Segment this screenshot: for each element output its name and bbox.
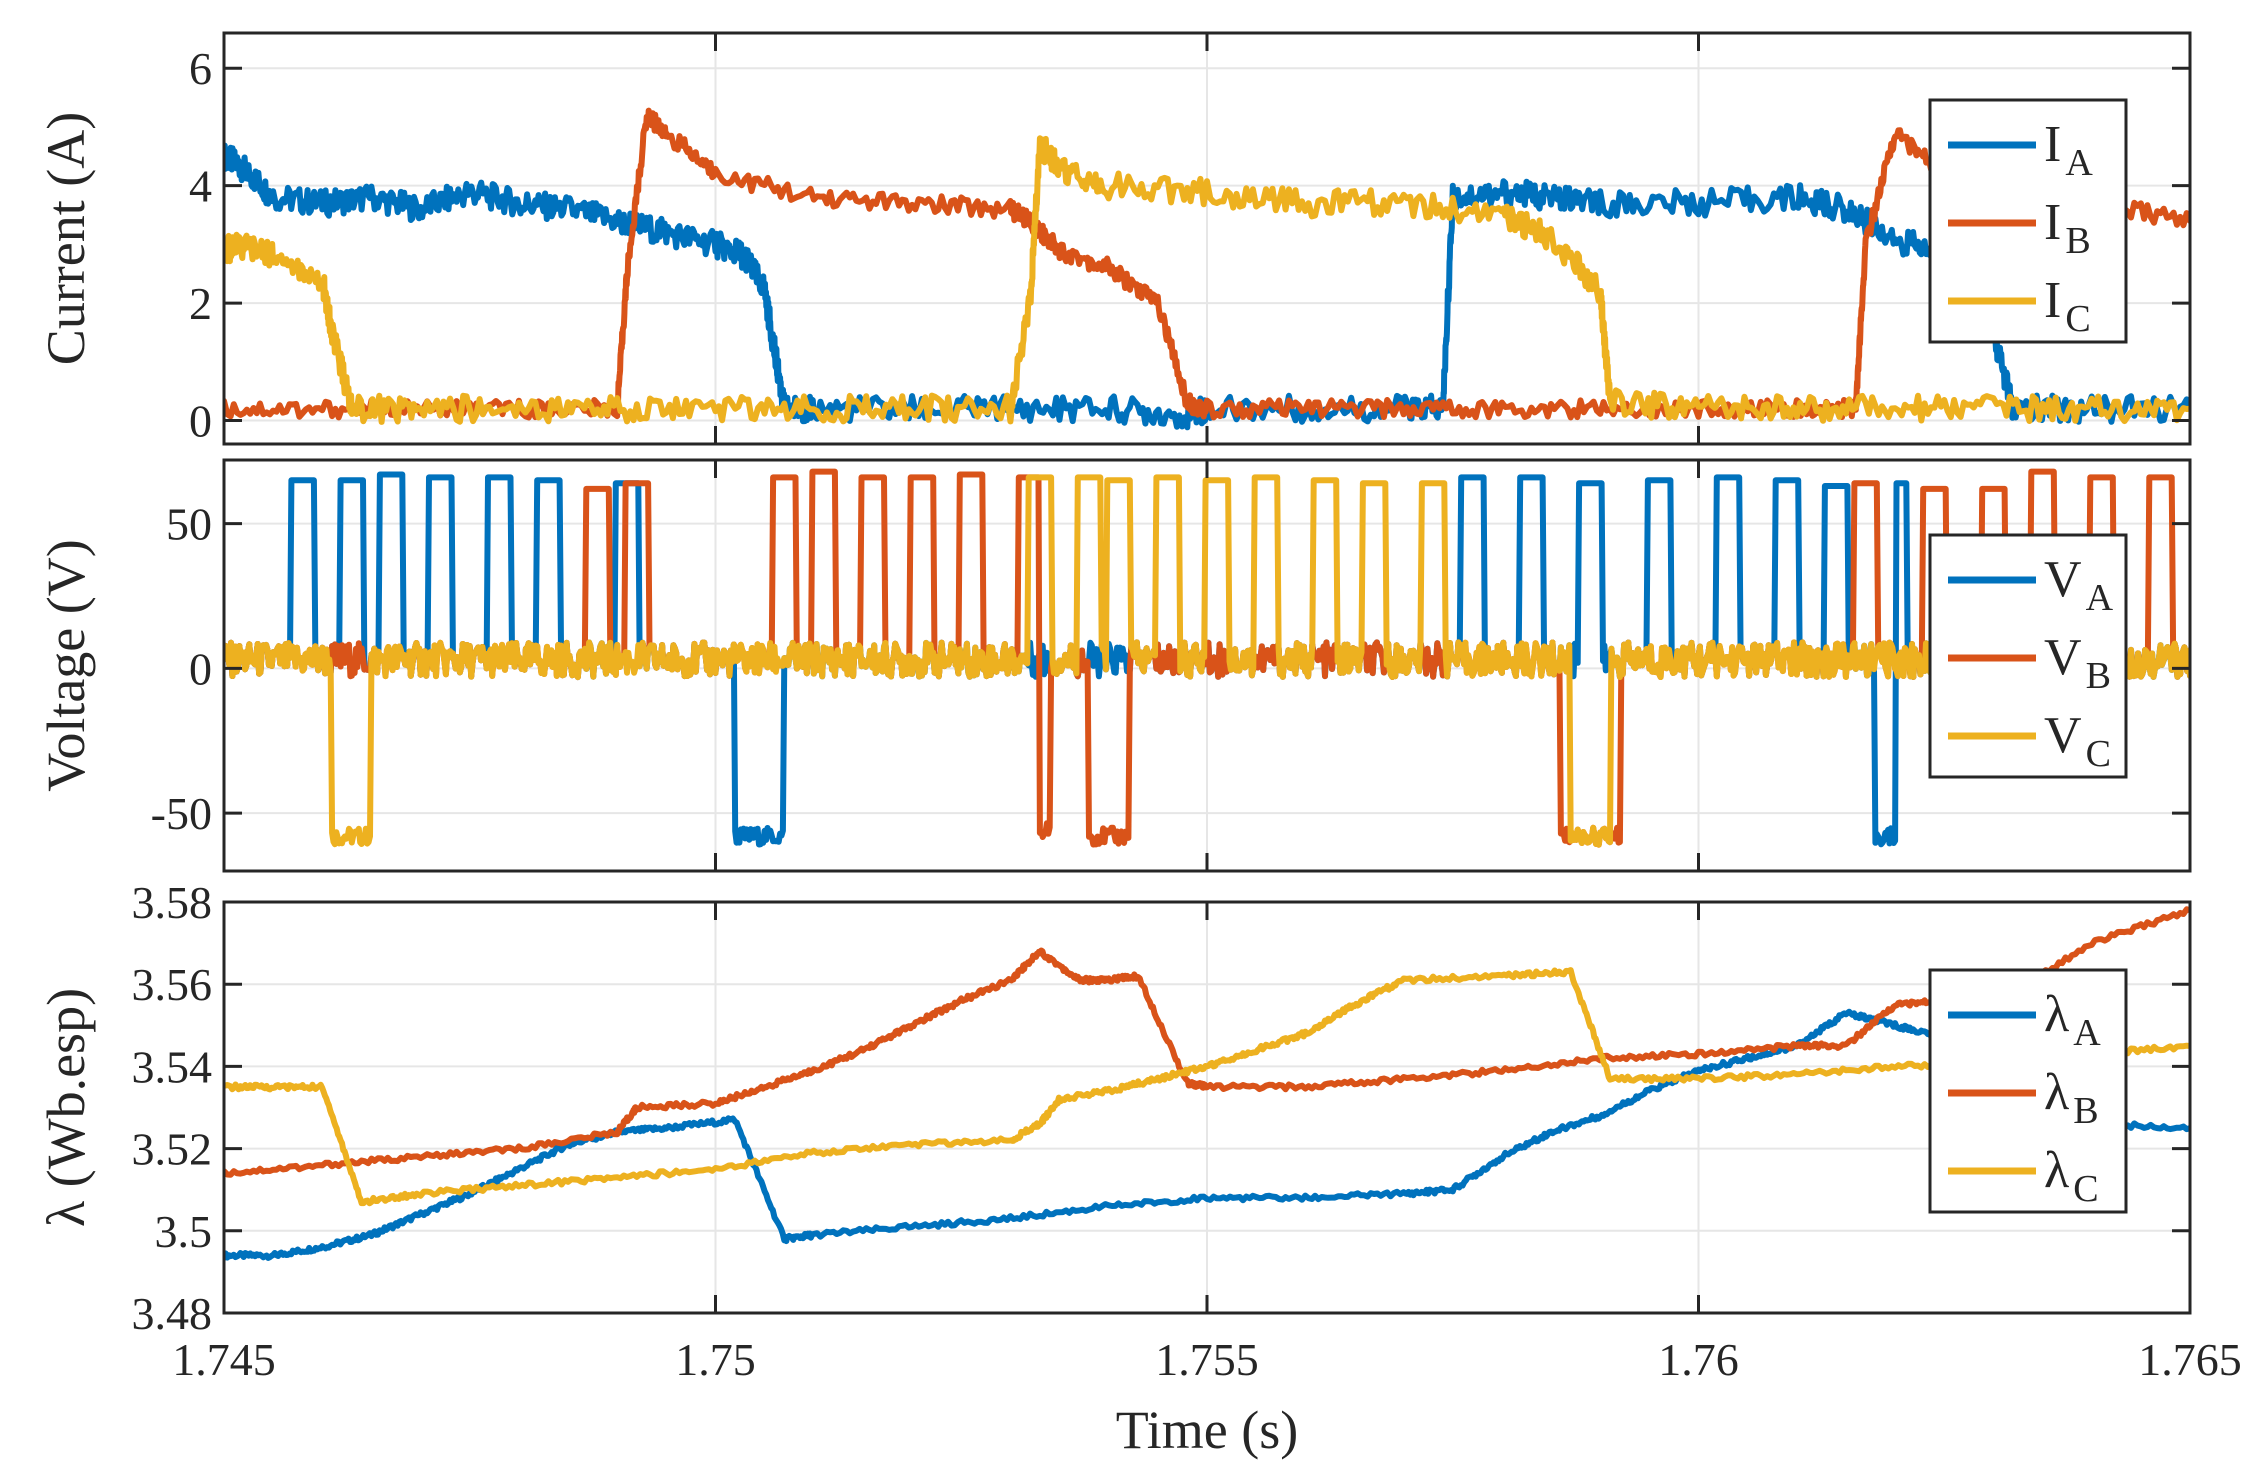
series-current-A [224,142,2190,431]
y-axis-label: Current (A) [36,112,96,365]
ytick-label: 50 [166,499,212,550]
series-current-C [224,135,2190,425]
ytick-label: 6 [189,43,212,94]
ytick-label: 4 [189,161,212,212]
series-flux-B [224,906,2190,1178]
xtick-label: 1.765 [2138,1334,2242,1385]
y-axis-label: λ (Wb.esp) [36,988,96,1227]
ytick-label: 0 [189,396,212,447]
series-current-B [224,107,2190,421]
panel-voltage: -50 0 50 Voltage (V) V A V B V C [36,458,2192,873]
ytick-label: 3.5 [155,1206,213,1257]
xtick-label: 1.76 [1658,1334,1739,1385]
xtick-label: 1.745 [172,1334,276,1385]
panel-flux: 3.48 3.5 3.52 3.54 3.56 3.58 1.745 1.75 1.755 1.7… [36,877,2242,1460]
ytick-label: 3.52 [132,1124,213,1175]
xtick-label: 1.75 [675,1334,756,1385]
ytick-label: 3.54 [132,1041,213,1092]
ytick-label: 0 [189,643,212,694]
xtick-label: 1.755 [1155,1334,1259,1385]
ytick-label: 3.48 [132,1288,213,1339]
legend-current: I A I B I C [1928,98,2128,344]
ytick-label: 3.56 [132,959,213,1010]
ytick-label: 2 [189,278,212,329]
legend-voltage: V A V B V C [1928,533,2128,779]
ytick-label: -50 [151,788,212,839]
series-flux-C [224,967,2190,1207]
y-axis-label: Voltage (V) [36,539,96,791]
ytick-label: 3.58 [132,877,213,928]
legend-flux: λ A λ B λ C [1928,968,2128,1214]
x-axis-label: Time (s) [1116,1400,1299,1460]
panel-current: 0 2 4 6 Current (A) I A I B I C [36,31,2192,447]
series-voltage-C [224,474,2190,848]
